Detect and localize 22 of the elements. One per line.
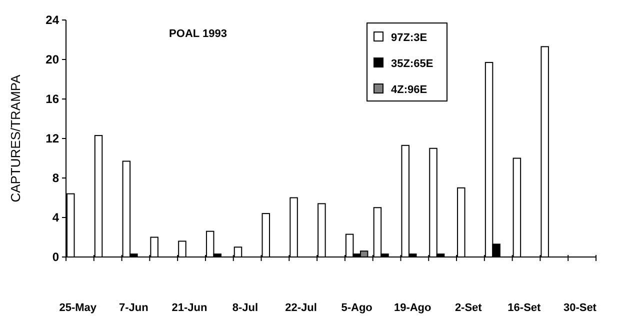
y-tick-label: 24 [46, 13, 60, 28]
x-tick-label: 25-May [59, 302, 98, 314]
y-tick-label: 16 [46, 92, 60, 106]
legend-label: 4Z:96E [391, 84, 428, 96]
x-tick-label: 22-Jul [285, 302, 317, 314]
x-tick-label: 5-Ago [341, 302, 373, 314]
x-tick-label: 2-Set [454, 302, 482, 314]
text: POAL 1993 [169, 28, 227, 40]
legend-label: 97Z:3E [391, 32, 428, 44]
x-tick-label: 8-Jul [232, 302, 258, 314]
x-tick-label: 7-Jun [118, 302, 149, 314]
y-tick-label: 20 [46, 52, 60, 67]
x-tick-label: 21-Jun [172, 302, 208, 314]
legend-label: 35Z:65E [391, 58, 434, 70]
y-tick-label: 8 [52, 171, 60, 186]
x-tick-label: 30-Set [563, 302, 597, 314]
y-axis-title: CAPTURES/TRAMPA [8, 74, 23, 202]
x-tick-label: 16-Set [508, 302, 542, 314]
x-tick-label: 19-Ago [394, 302, 432, 314]
y-tick-label: 12 [46, 132, 60, 146]
y-tick-label: 0 [52, 250, 60, 264]
y-tick-label: 4 [52, 210, 60, 225]
